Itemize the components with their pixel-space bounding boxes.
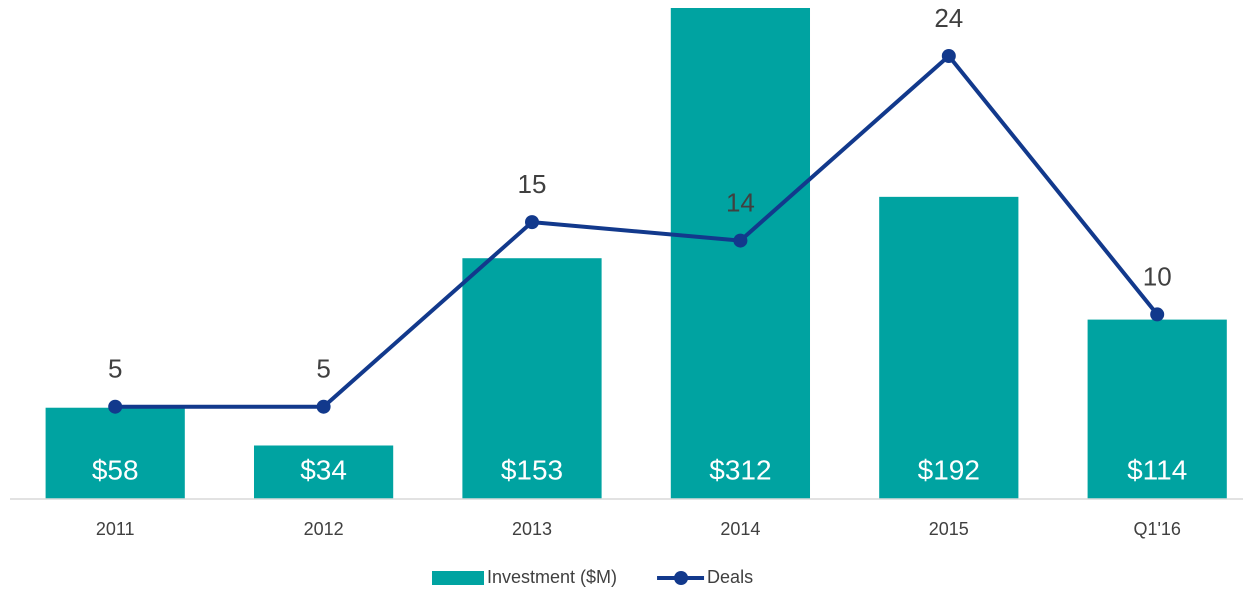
- line-value-label: 15: [518, 169, 547, 199]
- x-tick-label: Q1'16: [1133, 519, 1180, 539]
- bar-value-label: $312: [709, 454, 771, 485]
- line-value-label: 14: [726, 187, 755, 217]
- line-value-label: 10: [1143, 261, 1172, 291]
- line-marker: [108, 399, 123, 414]
- bar: [462, 258, 602, 499]
- bar-value-label: $58: [92, 454, 139, 485]
- legend-swatch: [432, 571, 484, 585]
- legend-label: Deals: [707, 567, 753, 587]
- x-tick-label: 2014: [720, 519, 760, 539]
- bar: [879, 196, 1019, 499]
- line-value-label: 5: [108, 354, 122, 384]
- line-marker: [1150, 307, 1165, 322]
- bar: [253, 445, 394, 499]
- line-value-label: 5: [316, 354, 330, 384]
- bar: [1087, 319, 1227, 499]
- x-tick-label: 2011: [96, 519, 135, 539]
- x-tick-label: 2015: [929, 519, 969, 539]
- line-marker: [733, 233, 748, 248]
- line-value-label: 24: [934, 3, 963, 33]
- line: [115, 53, 1159, 409]
- bar: [45, 407, 185, 499]
- x-tick-label: 2012: [304, 519, 344, 539]
- x-tick-label: 2013: [512, 519, 552, 539]
- bar-value-label: $114: [1127, 454, 1187, 485]
- line-marker: [941, 48, 956, 63]
- bar-value-label: $192: [918, 454, 980, 485]
- legend-label: Investment ($M): [487, 567, 617, 587]
- bar-value-label: $34: [300, 454, 347, 485]
- line-marker: [316, 399, 331, 414]
- bar: [670, 8, 811, 499]
- line-marker: [525, 215, 539, 230]
- legend-swatch: [674, 571, 689, 585]
- bar-value-label: $153: [501, 454, 563, 485]
